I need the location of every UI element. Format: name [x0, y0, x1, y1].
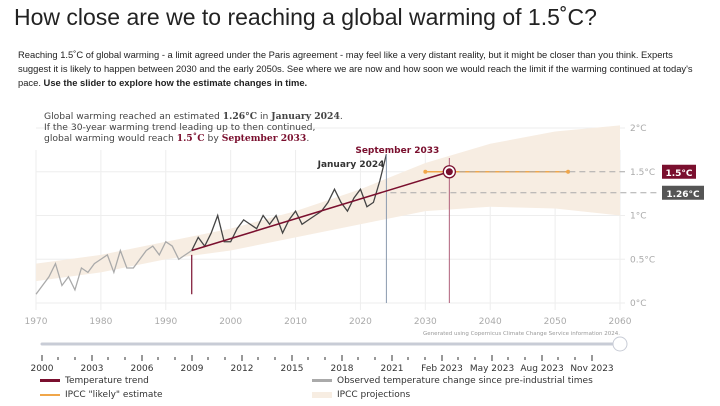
- legend-likely: IPCC "likely" estimate: [40, 390, 163, 400]
- projection-swatch: [312, 391, 332, 398]
- current-badge: [662, 185, 704, 200]
- x-tick-label: 1970: [25, 317, 48, 327]
- legend-observed: Observed temperature change since pre-in…: [312, 376, 593, 386]
- slider-tick-label: 2009: [181, 364, 204, 374]
- slider-tick-label: 2003: [81, 364, 104, 374]
- legend-projections-label: IPCC projections: [337, 390, 411, 400]
- slider-handle[interactable]: [612, 336, 628, 352]
- y-tick-label: 0.5°C: [630, 255, 655, 265]
- slider-tick-label: Aug 2023: [520, 364, 563, 374]
- slider-tick-label: 2012: [231, 364, 254, 374]
- summary-line-1: Global warming reached an estimated 1.26…: [44, 111, 343, 122]
- slider-tick-label: 2018: [331, 364, 354, 374]
- x-tick-label: 2030: [414, 317, 437, 327]
- legend-trend: Temperature trend: [40, 376, 149, 386]
- slider-tick-label: 2000: [31, 364, 54, 374]
- x-tick-label: 2060: [609, 317, 632, 327]
- legend-trend-label: Temperature trend: [65, 376, 149, 386]
- time-slider[interactable]: 2000 2003 2006 2009 2012 2015 2018 2021 Feb 2023…: [31, 336, 628, 374]
- observed-line-early: [35, 240, 193, 295]
- ipcc-likely-endpoint: [423, 169, 428, 174]
- summary-line-2: If the 30-year warming trend leading up …: [44, 122, 315, 133]
- legend-observed-label: Observed temperature change since pre-in…: [337, 376, 593, 386]
- slider-tick-label: Feb 2023: [421, 364, 463, 374]
- target-badge: [662, 164, 696, 179]
- slider-tick-label: 2021: [381, 364, 404, 374]
- crossing-marker-dot: [445, 168, 453, 176]
- observed-line-recent: [191, 154, 388, 251]
- legend-likely-label: IPCC "likely" estimate: [65, 390, 163, 400]
- intro-text: Reaching 1.5˚C of global warming - a lim…: [18, 48, 708, 90]
- crossing-date-label: September 2033: [355, 146, 439, 156]
- y-tick-label: 0°C: [630, 299, 647, 309]
- current-date-label: January 2024: [317, 160, 385, 170]
- x-tick-label: 2040: [479, 317, 502, 327]
- intro-instruction: Use the slider to explore how the estima…: [43, 77, 308, 88]
- x-tick-label: 2010: [284, 317, 307, 327]
- summary-line-3: global warming would reach 1.5˚C by Sept…: [44, 132, 309, 144]
- trend-swatch: [40, 379, 60, 382]
- current-badge-label: 1.26°C: [666, 190, 700, 200]
- trend-line: [191, 171, 450, 252]
- legend-projections: IPCC projections: [312, 390, 410, 400]
- slider-tick-label: May 2023: [470, 364, 514, 374]
- page-title: How close are we to reaching a global wa…: [14, 4, 597, 30]
- slider-tick-label: 2006: [131, 364, 154, 374]
- x-tick-label: 1980: [89, 317, 112, 327]
- y-tick-label: 2°C: [630, 124, 647, 134]
- x-tick-label: 2000: [219, 317, 242, 327]
- slider-tick-label: 2015: [281, 364, 304, 374]
- intro-body: Reaching 1.5˚C of global warming - a lim…: [18, 49, 693, 88]
- ipcc-likely-endpoint: [566, 169, 571, 174]
- x-tick-label: 1990: [154, 317, 177, 327]
- y-tick-label: 1°C: [630, 212, 647, 222]
- x-tick-label: 2050: [544, 317, 567, 327]
- slider-tick-label: Nov 2023: [570, 364, 613, 374]
- observed-swatch: [312, 379, 332, 382]
- target-badge-label: 1.5°C: [665, 169, 692, 179]
- y-tick-label: 1.5°C: [630, 168, 655, 178]
- x-tick-label: 2020: [349, 317, 372, 327]
- likely-swatch: [40, 393, 60, 396]
- credit-text: Generated using Copernicus Climate Chang…: [423, 331, 620, 337]
